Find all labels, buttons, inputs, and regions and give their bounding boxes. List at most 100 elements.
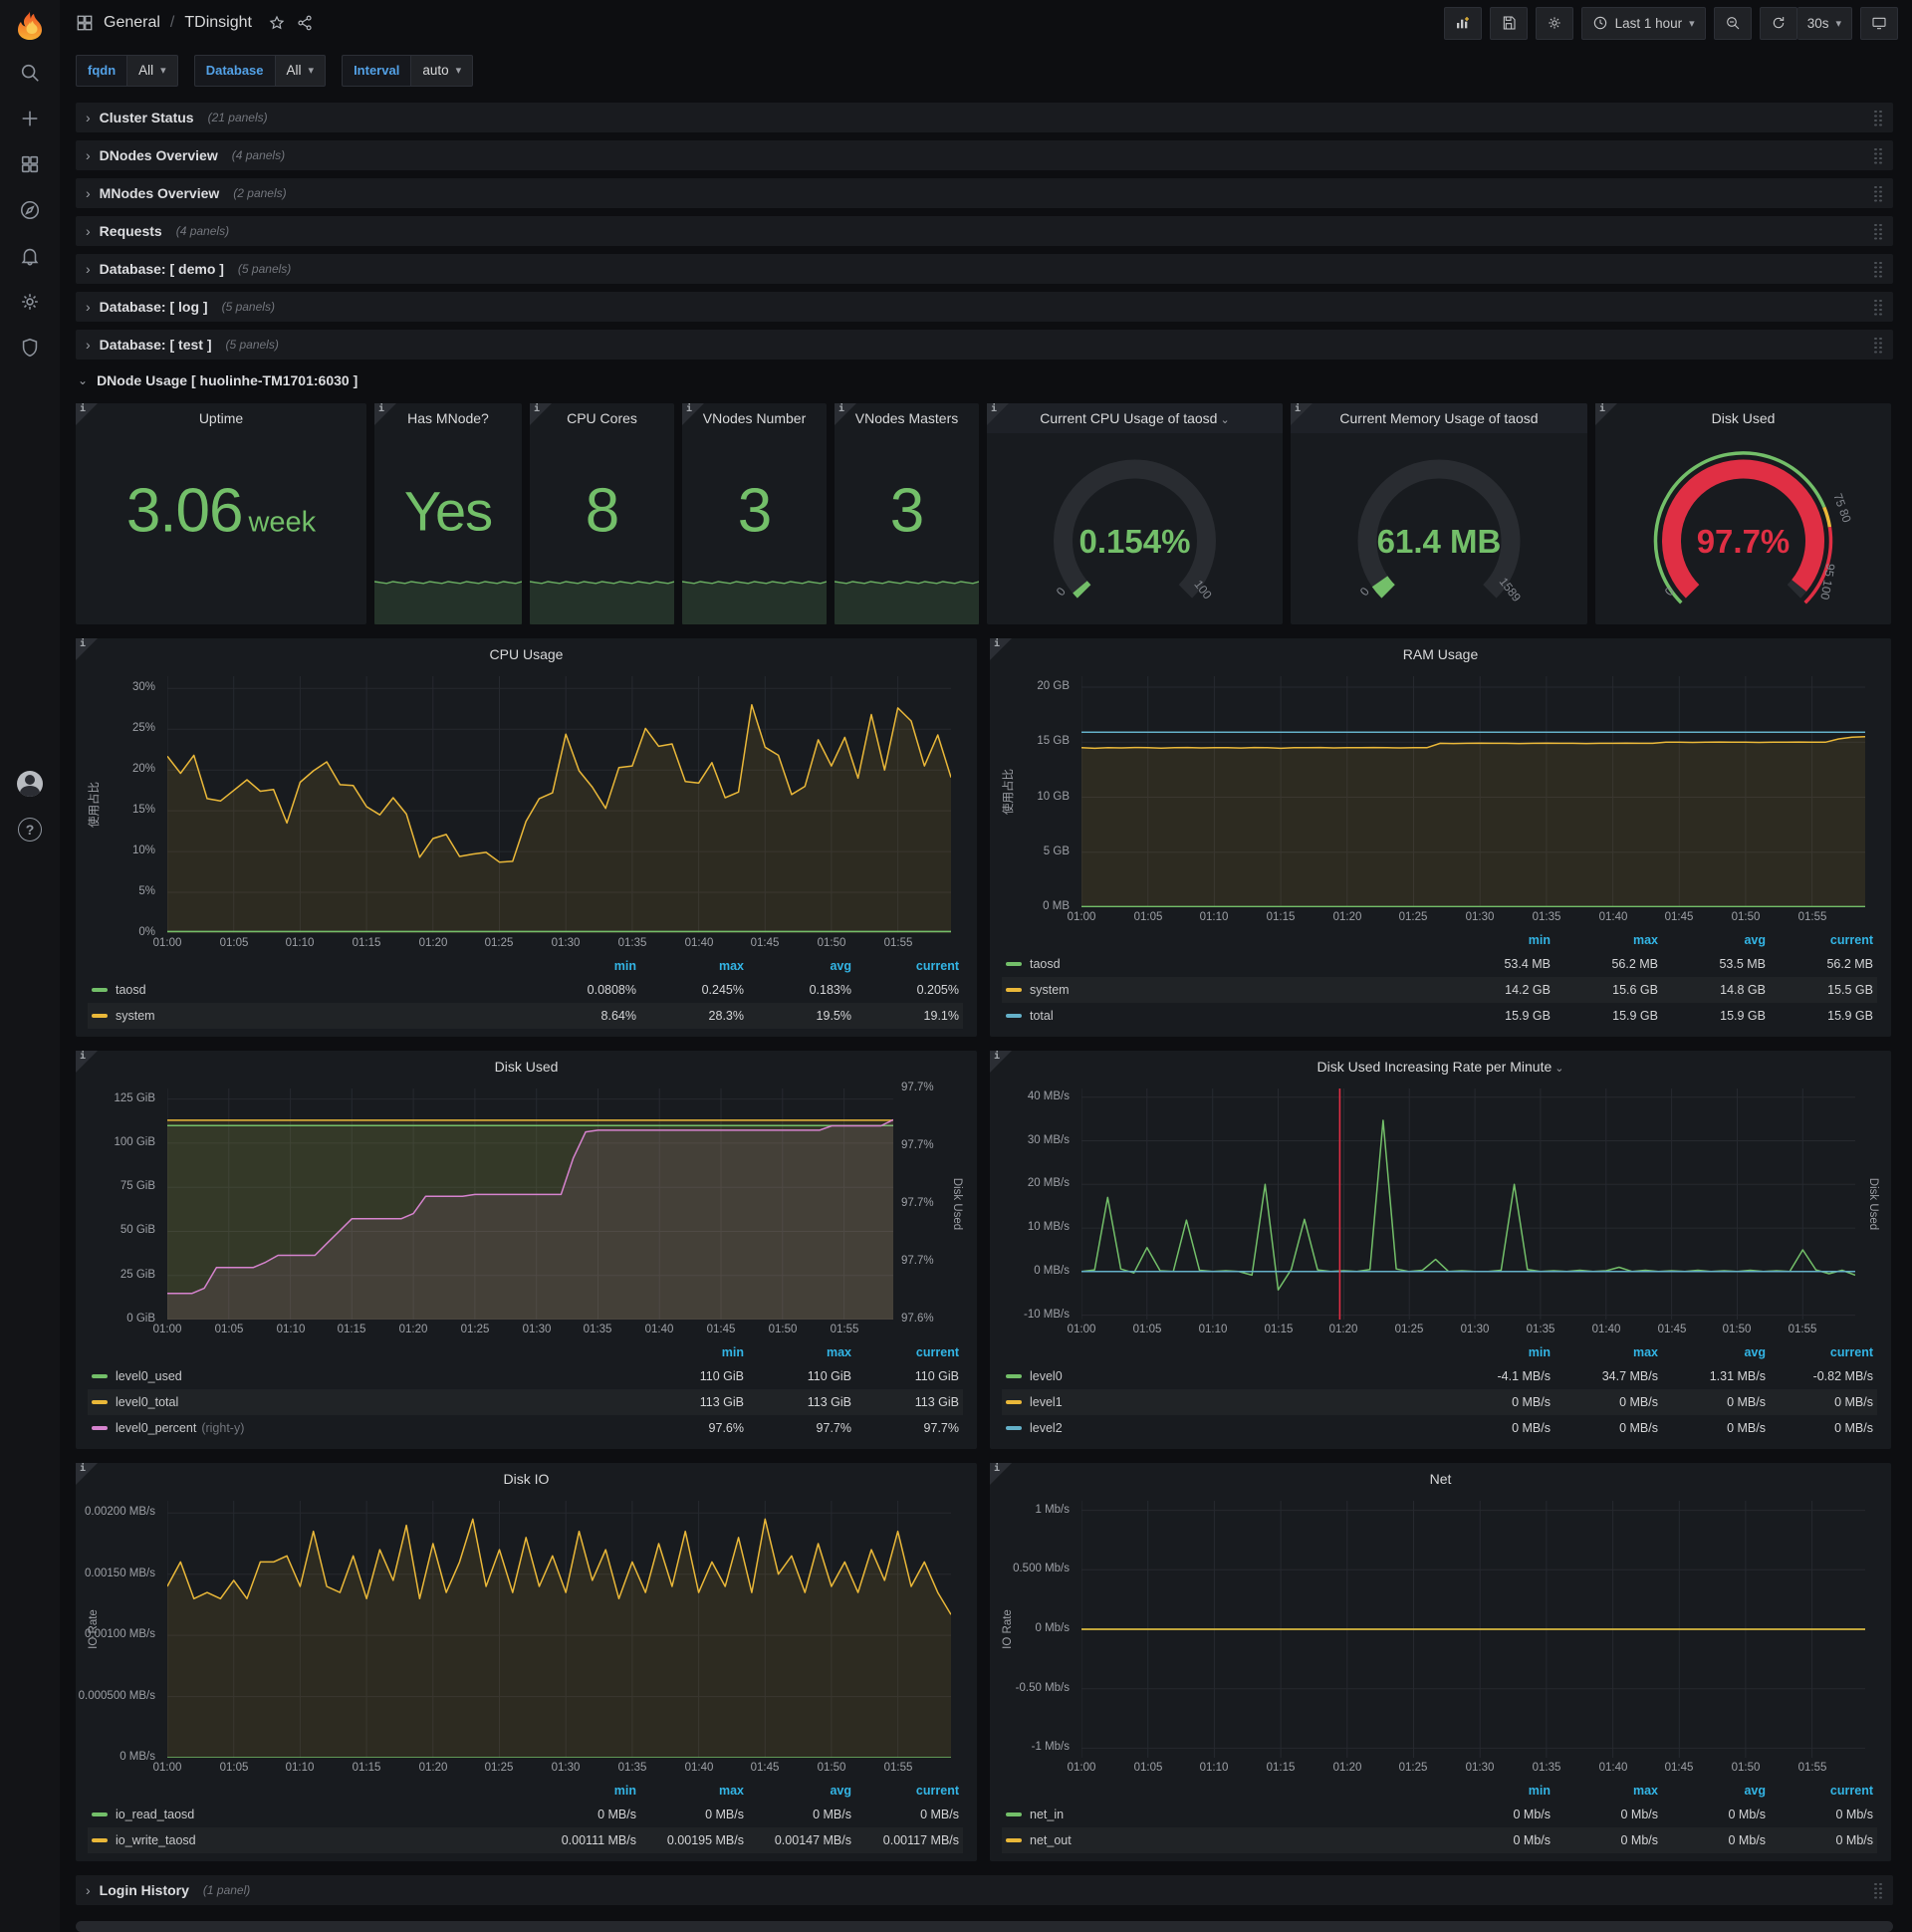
- chart-plot-area[interactable]: [1081, 1500, 1865, 1758]
- row-mnodes-overview[interactable]: › MNodes Overview (2 panels): [76, 177, 1893, 208]
- user-avatar[interactable]: [0, 761, 60, 807]
- legend-series-name[interactable]: level0: [1030, 1368, 1063, 1383]
- legend-series-name[interactable]: total: [1030, 1008, 1054, 1023]
- legend-series-name[interactable]: net_out: [1030, 1832, 1072, 1847]
- row-drag-handle[interactable]: [1873, 299, 1883, 315]
- legend-header[interactable]: max: [1632, 1345, 1658, 1360]
- legend-series-name[interactable]: level0_percent: [116, 1420, 197, 1435]
- zoom-out-time-button[interactable]: [1713, 6, 1752, 40]
- panel-title[interactable]: Uptime: [198, 409, 244, 426]
- breadcrumb-dashboard[interactable]: TDinsight: [184, 14, 252, 32]
- legend-series-name[interactable]: taosd: [116, 982, 146, 997]
- legend-series-name[interactable]: taosd: [1030, 956, 1061, 971]
- legend-header[interactable]: current: [1829, 1345, 1873, 1360]
- legend-header[interactable]: avg: [1744, 1784, 1766, 1799]
- legend-header[interactable]: min: [613, 959, 636, 974]
- row-drag-handle[interactable]: [1873, 110, 1883, 125]
- legend-header[interactable]: min: [613, 1784, 636, 1799]
- row-drag-handle[interactable]: [1873, 185, 1883, 201]
- row-drag-handle[interactable]: [1873, 147, 1883, 163]
- share-icon[interactable]: [296, 14, 314, 32]
- time-range-picker[interactable]: Last 1 hour ▾: [1580, 6, 1706, 40]
- legend-header[interactable]: avg: [1744, 933, 1766, 948]
- star-icon[interactable]: [268, 14, 286, 32]
- search-icon[interactable]: [0, 50, 60, 96]
- chart-plot-area[interactable]: [167, 1500, 951, 1758]
- panel-title[interactable]: RAM Usage: [1402, 645, 1479, 662]
- legend-header[interactable]: min: [1528, 1345, 1551, 1360]
- row-drag-handle[interactable]: [1873, 223, 1883, 239]
- refresh-button[interactable]: [1759, 6, 1797, 40]
- legend-series-name[interactable]: system: [1030, 982, 1070, 997]
- panel-title[interactable]: Has MNode?: [407, 409, 489, 426]
- chart-plot-area[interactable]: [167, 1087, 893, 1320]
- chart-plot-area[interactable]: [167, 675, 951, 933]
- refresh-interval-select[interactable]: 30s ▾: [1796, 6, 1852, 40]
- legend-header[interactable]: avg: [830, 1784, 851, 1799]
- panel-title[interactable]: Disk Used: [1711, 409, 1776, 426]
- legend-header[interactable]: max: [718, 1784, 744, 1799]
- row-requests[interactable]: › Requests (4 panels): [76, 215, 1893, 246]
- info-corner-icon[interactable]: i: [76, 402, 98, 425]
- info-corner-icon[interactable]: i: [530, 402, 552, 425]
- configuration-gear-icon[interactable]: [0, 279, 60, 325]
- legend-series-name[interactable]: system: [116, 1008, 155, 1023]
- row-database-demo[interactable]: › Database: [ demo ] (5 panels): [76, 253, 1893, 284]
- legend-header[interactable]: current: [915, 959, 959, 974]
- row-drag-handle[interactable]: [1873, 337, 1883, 353]
- row-drag-handle[interactable]: [1873, 261, 1883, 277]
- legend-header[interactable]: max: [826, 1345, 851, 1360]
- legend-series-name[interactable]: level2: [1030, 1420, 1063, 1435]
- row-login-history[interactable]: › Login History (1 panel): [76, 1874, 1893, 1905]
- panel-title[interactable]: Current Memory Usage of taosd: [1339, 409, 1539, 426]
- panel-title[interactable]: VNodes Masters: [854, 409, 959, 426]
- dashboards-icon[interactable]: [0, 141, 60, 187]
- legend-series-name[interactable]: io_write_taosd: [116, 1832, 196, 1847]
- panel-title[interactable]: Disk IO: [503, 1470, 550, 1487]
- legend-header[interactable]: min: [1528, 1784, 1551, 1799]
- tv-cycle-view-button[interactable]: [1860, 6, 1898, 40]
- info-corner-icon[interactable]: i: [1595, 402, 1617, 425]
- row-database-log[interactable]: › Database: [ log ] (5 panels): [76, 291, 1893, 322]
- legend-header[interactable]: max: [1632, 1784, 1658, 1799]
- chart-plot-area[interactable]: [1081, 1087, 1855, 1320]
- row-database-test[interactable]: › Database: [ test ] (5 panels): [76, 329, 1893, 360]
- grafana-logo[interactable]: [0, 0, 60, 50]
- legend-header[interactable]: current: [915, 1784, 959, 1799]
- legend-header[interactable]: current: [1829, 1784, 1873, 1799]
- info-corner-icon[interactable]: i: [76, 637, 98, 660]
- panel-title[interactable]: CPU Usage: [489, 645, 564, 662]
- info-corner-icon[interactable]: i: [76, 1462, 98, 1485]
- info-corner-icon[interactable]: i: [990, 637, 1012, 660]
- variable-fqdn[interactable]: fqdn All ▾: [76, 54, 178, 87]
- panel-title[interactable]: Current CPU Usage of taosd ⌄: [1040, 409, 1230, 426]
- create-plus-icon[interactable]: [0, 96, 60, 141]
- legend-series-name[interactable]: io_read_taosd: [116, 1807, 195, 1821]
- panel-title[interactable]: VNodes Number: [702, 409, 807, 426]
- legend-header[interactable]: current: [915, 1345, 959, 1360]
- panel-title[interactable]: Disk Used Increasing Rate per Minute ⌄: [1316, 1058, 1564, 1075]
- add-panel-button[interactable]: [1443, 6, 1482, 40]
- dashboard-settings-button[interactable]: [1535, 6, 1573, 40]
- info-corner-icon[interactable]: i: [374, 402, 396, 425]
- row-dnode-usage-expanded[interactable]: ⌄ DNode Usage [ huolinhe-TM1701:6030 ]: [78, 367, 1893, 393]
- horizontal-scrollbar[interactable]: [76, 1920, 1893, 1932]
- save-dashboard-button[interactable]: [1489, 6, 1528, 40]
- legend-series-name[interactable]: level0_total: [116, 1394, 179, 1409]
- row-dnodes-overview[interactable]: › DNodes Overview (4 panels): [76, 139, 1893, 170]
- legend-header[interactable]: max: [718, 959, 744, 974]
- help-icon[interactable]: ?: [0, 807, 60, 852]
- chart-plot-area[interactable]: [1081, 675, 1865, 907]
- info-corner-icon[interactable]: i: [987, 402, 1009, 425]
- legend-header[interactable]: max: [1632, 933, 1658, 948]
- alerting-bell-icon[interactable]: [0, 233, 60, 279]
- legend-header[interactable]: min: [721, 1345, 744, 1360]
- legend-header[interactable]: current: [1829, 933, 1873, 948]
- variable-database[interactable]: Database All ▾: [193, 54, 327, 87]
- row-drag-handle[interactable]: [1873, 1882, 1883, 1898]
- legend-header[interactable]: avg: [1744, 1345, 1766, 1360]
- legend-series-name[interactable]: level0_used: [116, 1368, 182, 1383]
- breadcrumb-folder[interactable]: General: [104, 14, 160, 32]
- variable-interval[interactable]: Interval auto ▾: [342, 54, 474, 87]
- server-admin-shield-icon[interactable]: [0, 325, 60, 370]
